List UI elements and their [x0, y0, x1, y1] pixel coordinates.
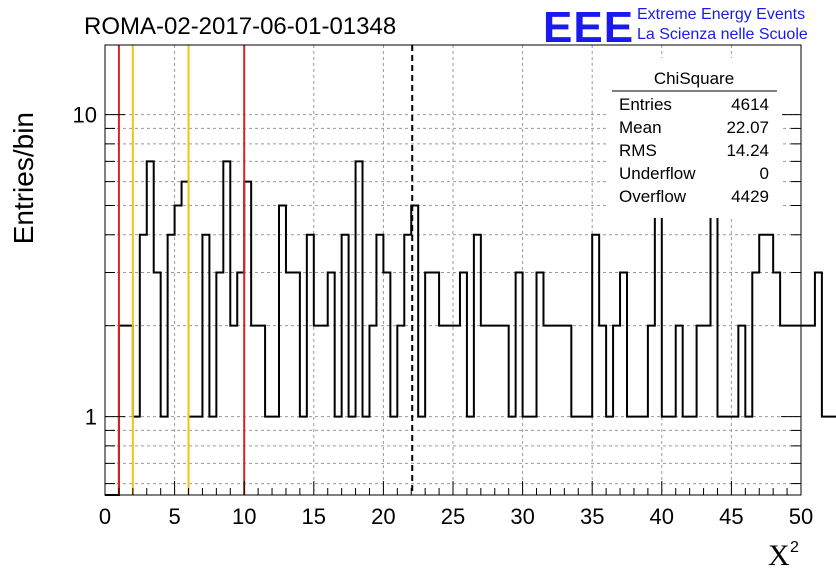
logo-line-2: La Scienza nelle Scuole — [637, 26, 808, 43]
y-axis-label: Entries/bin — [8, 112, 39, 244]
stats-box-background — [606, 58, 782, 218]
logo-mark: EEE — [543, 3, 634, 52]
x-tick-label: 20 — [371, 504, 395, 529]
stats-box: ChiSquare Entries 4614 Mean 22.07 RMS 14… — [606, 58, 782, 218]
x-tick-label: 30 — [510, 504, 534, 529]
stats-label-entries: Entries — [619, 95, 672, 114]
stats-value-underflow: 0 — [760, 164, 769, 183]
stats-label-rms: RMS — [619, 141, 657, 160]
histogram-outline — [105, 160, 836, 496]
stats-value-mean: 22.07 — [726, 118, 769, 137]
stats-box-title: ChiSquare — [654, 69, 734, 88]
reference-lines — [117, 45, 414, 495]
x-axis-label-main: X — [768, 539, 790, 572]
x-tick-label: 35 — [580, 504, 604, 529]
stats-value-rms: 14.24 — [726, 141, 769, 160]
stats-value-entries: 4614 — [731, 95, 769, 114]
x-tick-label: 40 — [650, 504, 674, 529]
x-tick-label: 5 — [168, 504, 180, 529]
eee-logo: EEE Extreme Energy Events La Scienza nel… — [543, 3, 808, 52]
chart-title: ROMA-02-2017-06-01-01348 — [84, 13, 396, 40]
x-tick-label: 25 — [441, 504, 465, 529]
histogram-bars — [105, 160, 836, 496]
logo-line-1: Extreme Energy Events — [637, 6, 805, 23]
x-axis-label: X 2 — [768, 539, 799, 572]
x-tick-label: 10 — [232, 504, 256, 529]
stats-label-overflow: Overflow — [619, 187, 687, 206]
x-tick-label: 50 — [789, 504, 813, 529]
stats-value-overflow: 4429 — [731, 187, 769, 206]
axis-ticks: 0 5 10 15 20 25 30 35 40 45 50 1 10 — [73, 103, 814, 529]
y-tick-label: 1 — [85, 405, 97, 430]
y-tick-label: 10 — [73, 103, 97, 128]
x-axis-label-superscript: 2 — [790, 539, 799, 556]
x-tick-label: 0 — [99, 504, 111, 529]
stats-label-mean: Mean — [619, 118, 662, 137]
x-tick-label: 15 — [302, 504, 326, 529]
stats-label-underflow: Underflow — [619, 164, 696, 183]
x-tick-label: 45 — [719, 504, 743, 529]
